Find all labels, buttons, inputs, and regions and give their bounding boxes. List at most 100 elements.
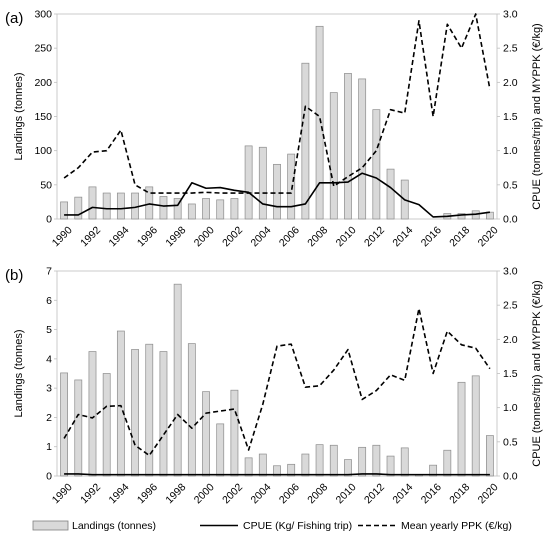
x-tick-label: 1990 — [50, 224, 75, 249]
left-tick-label: 100 — [34, 145, 52, 157]
left-tick-label: 6 — [46, 295, 52, 307]
x-tick-label: 2002 — [220, 224, 245, 249]
landings-bar — [187, 343, 196, 477]
x-tick-label: 1996 — [135, 481, 160, 506]
left-tick-label: 50 — [40, 179, 52, 191]
left-tick-label: 1 — [46, 441, 52, 453]
right-tick-label: 0.0 — [503, 471, 518, 483]
right-tick-label: 1.5 — [503, 111, 518, 123]
landings-bar — [202, 391, 210, 477]
landings-bar — [258, 146, 267, 220]
x-tick-label: 1992 — [78, 481, 103, 506]
legend-label-cpue: CPUE (Kg/ Fishing trip) — [243, 520, 352, 532]
ppk-line — [63, 13, 491, 194]
landings-bar — [344, 73, 352, 220]
landings-bar — [88, 351, 97, 477]
x-tick-label: 2016 — [419, 224, 444, 249]
x-tick-label: 2018 — [447, 481, 472, 506]
landings-bar — [386, 455, 395, 477]
x-tick-label: 1998 — [163, 481, 188, 506]
landings-bar — [102, 373, 111, 477]
x-tick-label: 2000 — [192, 224, 217, 249]
panel-a: 0 50 100 150 200 250 300 0.0 0.5 1.0 1.5 2.0 2.5 3.0 1… — [5, 9, 543, 250]
right-tick-label: 2.5 — [503, 300, 518, 312]
x-tick-label: 2012 — [362, 224, 387, 249]
legend: Landings (tonnes) CPUE (Kg/ Fishing trip… — [32, 520, 512, 532]
x-tick-label: 2004 — [248, 481, 273, 506]
cpue-line — [64, 473, 490, 476]
landings-bar — [329, 92, 338, 220]
landings-bar — [74, 196, 83, 220]
left-tick-label: 2 — [46, 412, 52, 424]
landings-bar — [116, 192, 125, 220]
x-tick-label: 2002 — [220, 481, 245, 506]
landings-bar — [344, 459, 352, 477]
landings-bar — [457, 381, 466, 477]
landings-bar — [60, 372, 68, 477]
landings-bar — [358, 78, 367, 220]
landings-bar — [244, 145, 253, 220]
landings-bar — [116, 330, 125, 477]
landings-bar — [60, 201, 68, 220]
landings-bar — [301, 62, 310, 220]
landings-bar — [230, 198, 239, 220]
y-axis-title-right: CPUE (tonnes/trip) and MYPPK (€/kg) — [531, 23, 543, 209]
landings-bar — [301, 453, 310, 477]
right-tick-label: 1.0 — [503, 402, 518, 414]
left-tick-label: 250 — [34, 43, 52, 55]
right-tick-label: 2.0 — [503, 334, 518, 346]
x-tick-label: 2010 — [334, 481, 359, 506]
right-tick-label: 2.0 — [503, 77, 518, 89]
x-tick-label: 1998 — [163, 224, 188, 249]
right-tick-label: 0.5 — [503, 436, 518, 448]
landings-bar — [315, 25, 324, 220]
landings-bar — [216, 423, 225, 477]
landings-bar — [457, 213, 466, 220]
x-tick-label: 2016 — [419, 481, 444, 506]
x-tick-label: 2010 — [334, 224, 359, 249]
right-tick-label: 0.0 — [503, 214, 518, 226]
y-axis-title-left: Landings (tonnes) — [13, 329, 25, 417]
right-tick-label: 1.0 — [503, 145, 518, 157]
left-tick-label: 0 — [46, 214, 52, 226]
landings-bar — [216, 199, 225, 220]
landings-bar — [145, 186, 154, 220]
landings-bar — [102, 192, 111, 220]
landings-bar — [429, 464, 438, 477]
x-tick-label: 2008 — [305, 481, 330, 506]
left-tick-label: 7 — [46, 266, 52, 278]
landings-bar — [258, 453, 267, 477]
landings-bar — [372, 444, 381, 477]
x-tick-label: 2020 — [476, 224, 501, 249]
x-tick-label: 2000 — [192, 481, 217, 506]
left-tick-label: 5 — [46, 324, 52, 336]
landings-bar — [287, 153, 296, 220]
landings-bar — [74, 379, 83, 477]
x-tick-label: 2020 — [476, 481, 501, 506]
left-tick-label: 4 — [46, 353, 52, 365]
landings-bar — [358, 446, 367, 477]
landings-bar — [131, 349, 139, 477]
landings-bar — [386, 168, 395, 220]
right-tick-label: 3.0 — [503, 9, 518, 21]
x-tick-label: 2014 — [390, 481, 415, 506]
left-tick-label: 200 — [34, 77, 52, 89]
cpue-line — [64, 172, 491, 218]
legend-label-landings: Landings (tonnes) — [72, 520, 156, 532]
panel-label: (a) — [5, 10, 23, 27]
landings-bar — [159, 196, 168, 220]
landings-bar — [315, 444, 324, 477]
landings-bar — [372, 109, 381, 220]
x-tick-label: 2012 — [362, 481, 387, 506]
right-tick-label: 1.5 — [503, 368, 518, 380]
landings-bar — [287, 463, 296, 477]
landings-bar — [273, 163, 281, 220]
landings-bar — [230, 389, 239, 477]
landings-bar — [471, 375, 480, 477]
legend-label-ppk: Mean yearly PPK (€/kg) — [401, 520, 512, 532]
x-tick-label: 2006 — [277, 224, 302, 249]
left-tick-label: 300 — [34, 9, 52, 21]
